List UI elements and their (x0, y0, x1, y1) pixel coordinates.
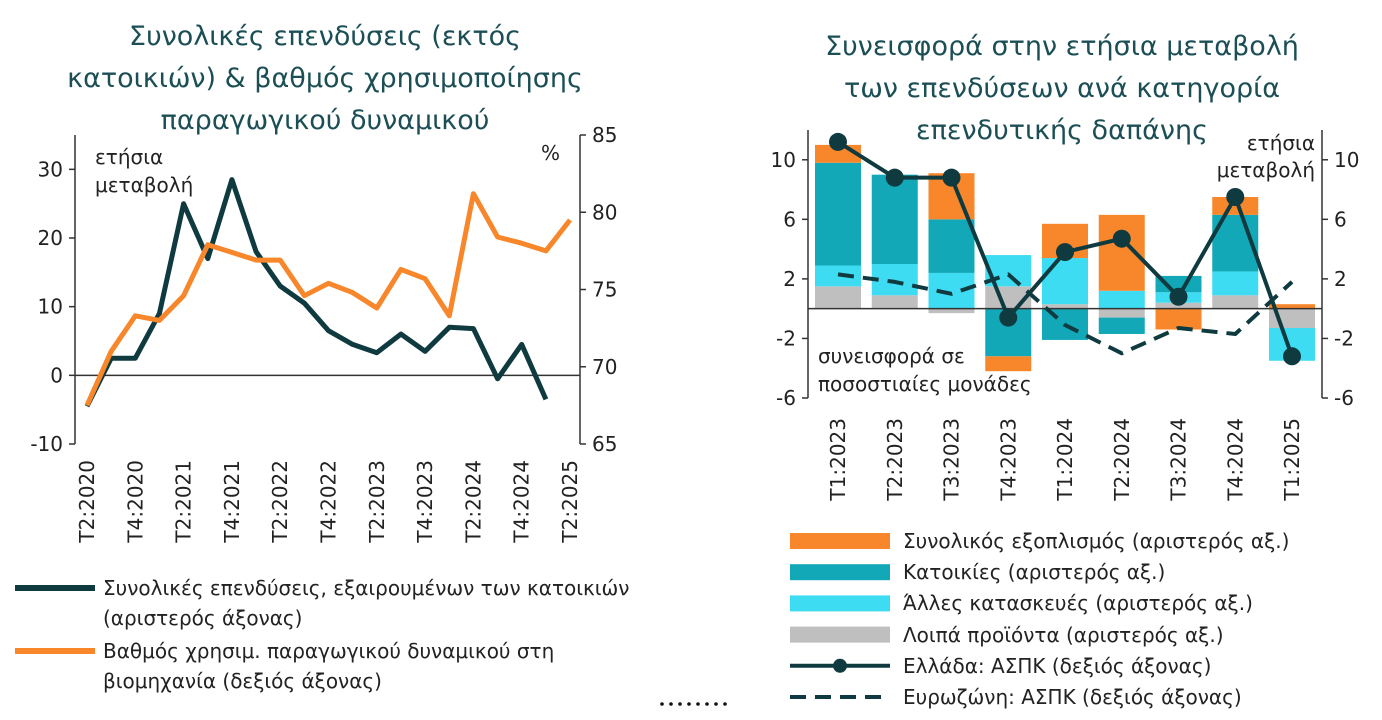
data-point (1112, 229, 1131, 248)
data-line (84, 191, 572, 407)
x-tick-label: T4:2024 (510, 460, 534, 544)
x-tick-label: T4:2021 (220, 460, 244, 544)
bar-segment (871, 174, 918, 264)
bar-segment (928, 272, 975, 309)
y2-tick-label: 2 (1334, 267, 1347, 291)
y2-tick-label: 10 (1334, 148, 1359, 172)
y-tick-label: 10 (38, 295, 63, 319)
axis-label: ετήσια (1247, 131, 1315, 155)
axis-label: % (541, 141, 560, 165)
axis-label: μεταβολή (1217, 158, 1315, 182)
y2-tick-label: 6 (1334, 207, 1347, 231)
chart-title: παραγωγικού δυναμικού (161, 105, 490, 136)
bar-segment (871, 295, 918, 309)
y-tick-label: 6 (783, 207, 796, 231)
data-line (837, 272, 1294, 356)
y-tick-label: 0 (50, 363, 63, 387)
legend-label: Συνολικός εξοπλισμός (αριστερός αξ.) (903, 529, 1290, 553)
legend-swatch (790, 564, 890, 581)
bar-segment (928, 308, 975, 314)
x-tick-label: T2:2024 (461, 460, 485, 544)
data-point (1283, 347, 1301, 366)
x-tick-label: T1:2025 (1280, 418, 1304, 502)
x-tick-label: T4:2024 (1223, 418, 1247, 502)
chart-title: κατοικιών) & βαθμός χρησιμοποίησης (67, 63, 583, 94)
legend-label: Ελλάδα: ΑΣΠΚ (δεξιός άξονας) (903, 653, 1212, 678)
x-tick-label: T4:2022 (317, 460, 341, 544)
legend-marker (833, 658, 847, 673)
x-tick-label: T4:2023 (413, 460, 437, 544)
x-tick-label: T4:2023 (996, 418, 1020, 502)
y-tick-label: 20 (38, 226, 63, 250)
x-tick-label: T2:2020 (75, 460, 99, 544)
separator-dots (660, 702, 727, 706)
bar-segment (1269, 304, 1315, 309)
y2-tick-label: -6 (1334, 386, 1354, 410)
bar-segment (928, 219, 975, 273)
y2-tick-label: 70 (592, 355, 617, 379)
y2-tick-label: 85 (592, 123, 617, 147)
y2-tick-label: -2 (1334, 326, 1354, 350)
x-tick-label: T1:2024 (1053, 418, 1077, 502)
y2-tick-label: 75 (592, 278, 617, 302)
annotation: συνεισφορά σε (818, 344, 965, 368)
bar-segment (1042, 304, 1088, 309)
bar-segment (1042, 258, 1088, 305)
x-tick-label: T3:2024 (1167, 418, 1191, 502)
y-tick-label: 30 (38, 157, 63, 181)
data-point (1056, 243, 1074, 262)
data-point (1169, 287, 1188, 306)
bar-segment (815, 286, 861, 309)
x-tick-label: T2:2025 (558, 460, 582, 544)
bar-segment (985, 356, 1032, 372)
annotation: ποσοστιαίες μονάδες (818, 372, 1032, 396)
data-point (1226, 188, 1245, 206)
bar-segment (1098, 317, 1145, 334)
y-tick-label: -10 (30, 432, 63, 456)
chart-title: των επενδύσεων ανά κατηγορία (844, 73, 1280, 104)
y-tick-label: -6 (776, 386, 796, 410)
legend-label: Κατοικίες (αριστερός αξ.) (903, 560, 1166, 585)
data-point (942, 168, 961, 187)
y2-tick-label: 80 (592, 200, 617, 224)
legend-swatch (790, 533, 890, 549)
bar-segment (871, 264, 918, 296)
chart-title: Συνεισφορά στην ετήσια μεταβολή (825, 31, 1299, 62)
bar-segment (1098, 308, 1145, 318)
bar-segment (1155, 308, 1202, 330)
data-point (999, 308, 1018, 327)
x-tick-label: T1:2023 (826, 418, 850, 502)
legend-label: Ευρωζώνη: ΑΣΠΚ (δεξιός άξονας) (903, 685, 1242, 709)
legend-label: Συνολικές επενδύσεις, εξαιρουμένων των κ… (103, 576, 630, 630)
bar-segment (1098, 290, 1145, 309)
legend-label: Λοιπά προϊόντα (αριστερός αξ.) (903, 622, 1224, 647)
y-tick-label: 2 (783, 267, 796, 291)
data-line (84, 177, 549, 408)
axis-label: ετήσια (95, 145, 163, 169)
x-tick-label: T2:2023 (883, 418, 907, 502)
legend-swatch (790, 626, 890, 643)
x-tick-label: T2:2022 (268, 460, 292, 544)
chart-title: Συνολικές επενδύσεις (εκτός (129, 21, 521, 52)
x-tick-label: T2:2023 (365, 460, 389, 544)
axis-label: μεταβολή (95, 173, 193, 197)
bar-segment (815, 162, 861, 266)
x-tick-label: T2:2021 (172, 460, 196, 544)
legend-swatch (790, 595, 890, 612)
bar-segment (1212, 271, 1259, 296)
legend-label: Άλλες κατασκευές (αριστερός αξ.) (903, 591, 1253, 616)
y-tick-label: -2 (776, 326, 796, 350)
x-tick-label: T3:2023 (940, 418, 964, 502)
bar-segment (1212, 295, 1259, 309)
data-point (885, 168, 904, 187)
x-tick-label: T4:2020 (123, 460, 147, 544)
legend-label: Βαθμός χρησιμ. παραγωγικού δυναμικού στη… (103, 639, 555, 693)
y-tick-label: 10 (771, 148, 796, 172)
x-tick-label: T2:2024 (1110, 418, 1134, 502)
chart-title: επενδυτικής δαπάνης (916, 115, 1208, 146)
data-point (829, 132, 847, 151)
y2-tick-label: 65 (592, 432, 617, 456)
